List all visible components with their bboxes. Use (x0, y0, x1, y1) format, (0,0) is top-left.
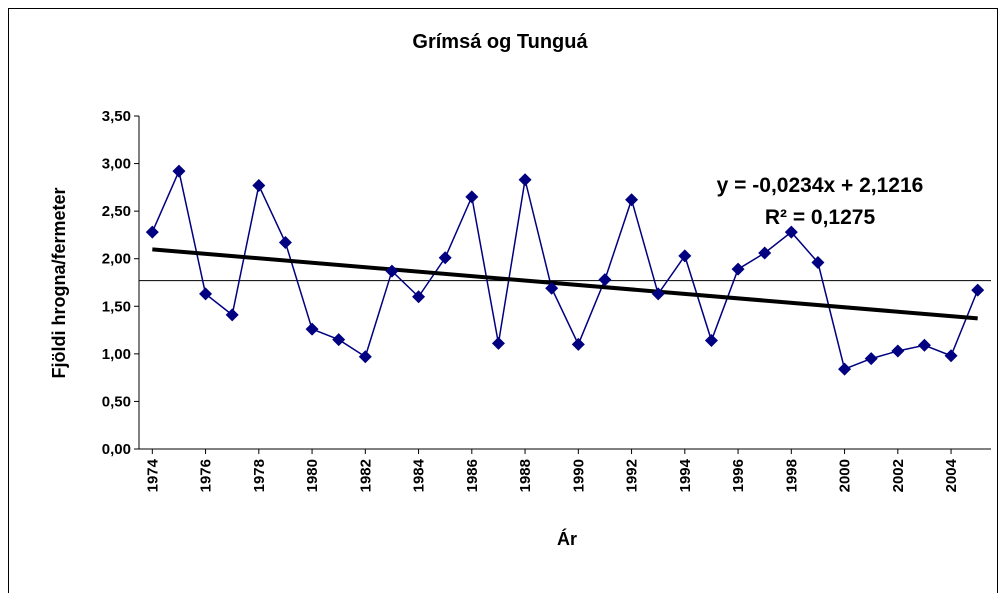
data-point (944, 349, 958, 363)
trendline (152, 247, 978, 321)
data-point (971, 283, 985, 297)
x-tick-label: 1978 (251, 459, 268, 492)
data-point (199, 287, 213, 301)
x-tick-label: 2000 (837, 459, 854, 492)
data-point (651, 287, 665, 301)
x-tick-label: 2002 (890, 459, 907, 492)
data-point (491, 336, 505, 350)
x-tick-label: 1974 (144, 458, 161, 492)
data-point (571, 337, 585, 351)
y-tick-label: 0,50 (102, 393, 131, 410)
data-point (678, 249, 692, 263)
x-tick-label: 1996 (730, 459, 747, 492)
data-point (545, 281, 559, 295)
x-tick-label: 1992 (624, 459, 641, 492)
data-point (598, 273, 612, 287)
data-point (518, 173, 532, 187)
data-point (838, 362, 852, 376)
data-point (731, 262, 745, 276)
x-tick-label: 2004 (943, 458, 960, 492)
y-tick-label: 3,50 (102, 108, 131, 125)
data-point (225, 308, 239, 322)
data-point (758, 246, 772, 260)
data-point (864, 352, 878, 366)
data-point (465, 190, 479, 204)
y-tick-label: 2,50 (102, 203, 131, 220)
x-tick-label: 1988 (517, 459, 534, 492)
data-point (811, 256, 825, 270)
data-point (625, 193, 639, 207)
trend-r-squared: R² = 0,1275 (765, 206, 876, 229)
y-tick-label: 2,00 (102, 251, 131, 268)
x-tick-label: 1990 (570, 459, 587, 492)
x-tick-label: 1994 (677, 458, 694, 492)
y-tick-label: 1,50 (102, 298, 131, 315)
data-point (358, 350, 372, 364)
data-point (385, 264, 399, 278)
data-point (252, 178, 266, 192)
x-tick-label: 1998 (783, 459, 800, 492)
x-axis-label: Ár (557, 528, 577, 549)
data-point (438, 251, 452, 265)
data-point (784, 225, 798, 239)
data-point (412, 290, 426, 304)
data-point (172, 164, 186, 178)
x-tick-label: 1984 (411, 458, 428, 492)
trend-equation: y = -0,0234x + 2,1216 (717, 174, 924, 197)
series-line (151, 168, 979, 371)
chart-title: Grímsá og Tunguá (412, 31, 588, 53)
data-point (145, 225, 159, 239)
x-tick-label: 1980 (304, 459, 321, 492)
data-point (704, 334, 718, 348)
data-point (278, 236, 292, 250)
chart-border (8, 8, 998, 593)
data-point (305, 322, 319, 336)
y-tick-label: 3,00 (102, 156, 131, 173)
data-point (891, 344, 905, 358)
x-tick-label: 1976 (198, 459, 215, 492)
y-axis-label: Fjöldi hrogna/fermeter (49, 187, 69, 378)
y-tick-label: 1,00 (102, 346, 131, 363)
data-point (917, 338, 931, 352)
data-point (332, 333, 346, 347)
x-tick-label: 1986 (464, 459, 481, 492)
x-tick-label: 1982 (357, 459, 374, 492)
y-tick-label: 0,00 (102, 441, 131, 458)
